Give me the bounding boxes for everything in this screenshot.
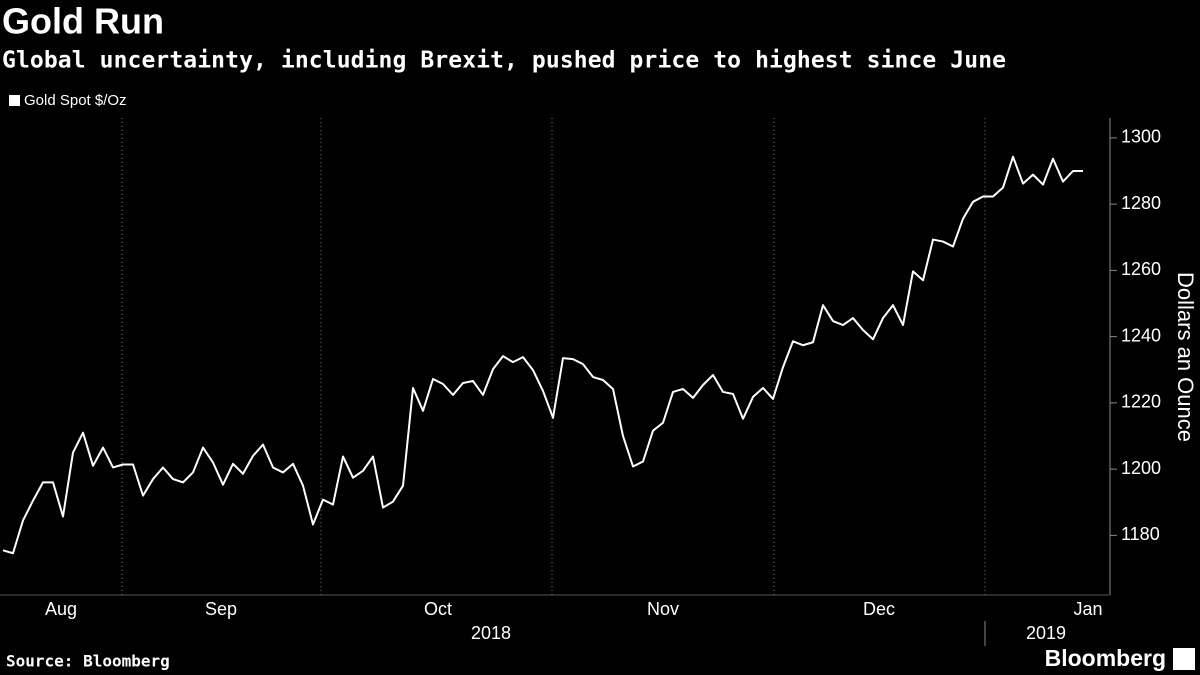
brand-icon — [1173, 648, 1195, 670]
legend-swatch — [9, 95, 20, 106]
line-series — [2, 155, 1083, 555]
y-tick-label: 1220 — [1121, 392, 1161, 412]
chart-title: Gold Run — [2, 1, 164, 42]
x-tick-label: Jan — [1073, 599, 1102, 619]
x-tick-label: Sep — [205, 599, 237, 619]
y-tick-label: 1240 — [1121, 325, 1161, 345]
year-label: 2019 — [1026, 623, 1066, 643]
legend-label: Gold Spot $/Oz — [24, 92, 127, 109]
y-axis-label: Dollars an Ounce — [1173, 272, 1198, 442]
year-label: 2018 — [471, 623, 511, 643]
y-tick-label: 1300 — [1121, 127, 1161, 147]
x-tick-label: Aug — [45, 599, 77, 619]
y-tick-label: 1180 — [1121, 524, 1160, 544]
x-tick-label: Nov — [647, 599, 679, 619]
x-tick-label: Dec — [863, 599, 895, 619]
y-tick-label: 1200 — [1121, 458, 1161, 478]
y-tick-label: 1280 — [1121, 193, 1161, 213]
brand-logo: Bloomberg — [1045, 645, 1166, 671]
y-tick-label: 1260 — [1121, 259, 1161, 279]
source: Source: Bloomberg — [6, 652, 170, 671]
x-tick-label: Oct — [424, 599, 452, 619]
chart-subtitle: Global uncertainty, including Brexit, pu… — [2, 48, 1006, 74]
